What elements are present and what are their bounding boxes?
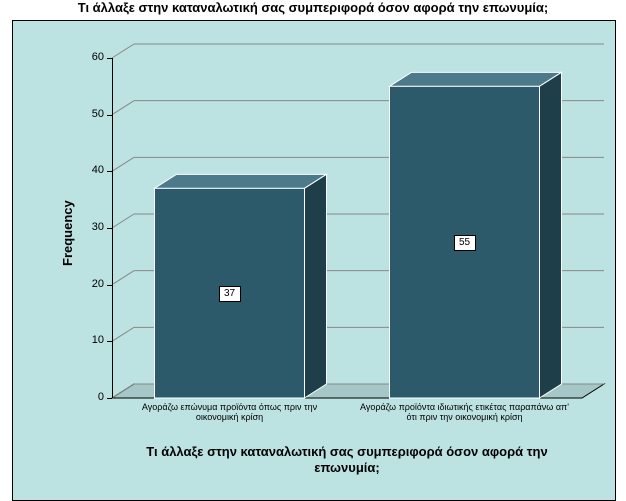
y-tick (107, 285, 112, 286)
y-tick-label: 30 (72, 221, 104, 233)
y-tick-label: 10 (72, 334, 104, 346)
bar-value-label: 55 (454, 235, 476, 251)
y-tick (107, 115, 112, 116)
bar-value-label: 37 (219, 286, 241, 302)
y-tick-label: 40 (72, 164, 104, 176)
chart-panel (12, 20, 616, 501)
y-tick-label: 20 (72, 278, 104, 290)
chart-title-top: Τι άλλαξε στην καταναλωτική σας συμπεριφ… (0, 0, 626, 15)
y-tick-label: 60 (72, 51, 104, 63)
y-axis-title: Frequency (60, 200, 75, 266)
y-axis-line (112, 58, 113, 398)
y-tick (107, 58, 112, 59)
y-tick-label: 0 (72, 391, 104, 403)
x-category-label: Αγοράζω προϊόντα ιδιωτικής ετικέτας παρα… (357, 402, 572, 423)
x-category-label: Αγοράζω επώνυμα προϊόντα όπως πριν την ο… (122, 402, 337, 423)
y-tick (107, 171, 112, 172)
y-tick (107, 341, 112, 342)
x-axis-title: Τι άλλαξε στην καταναλωτική σας συμπεριφ… (112, 444, 582, 475)
y-tick-label: 50 (72, 108, 104, 120)
y-tick (107, 228, 112, 229)
y-tick (107, 398, 112, 399)
